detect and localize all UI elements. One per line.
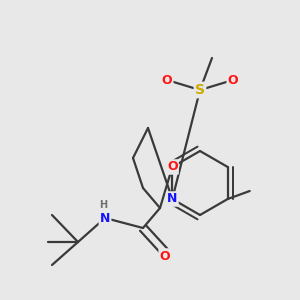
Text: O: O (228, 74, 238, 86)
Text: S: S (195, 83, 205, 97)
Text: O: O (162, 74, 172, 86)
Text: O: O (160, 250, 170, 262)
Text: N: N (167, 193, 178, 206)
Text: H: H (99, 200, 107, 210)
Text: N: N (100, 212, 110, 224)
Text: O: O (167, 160, 178, 173)
